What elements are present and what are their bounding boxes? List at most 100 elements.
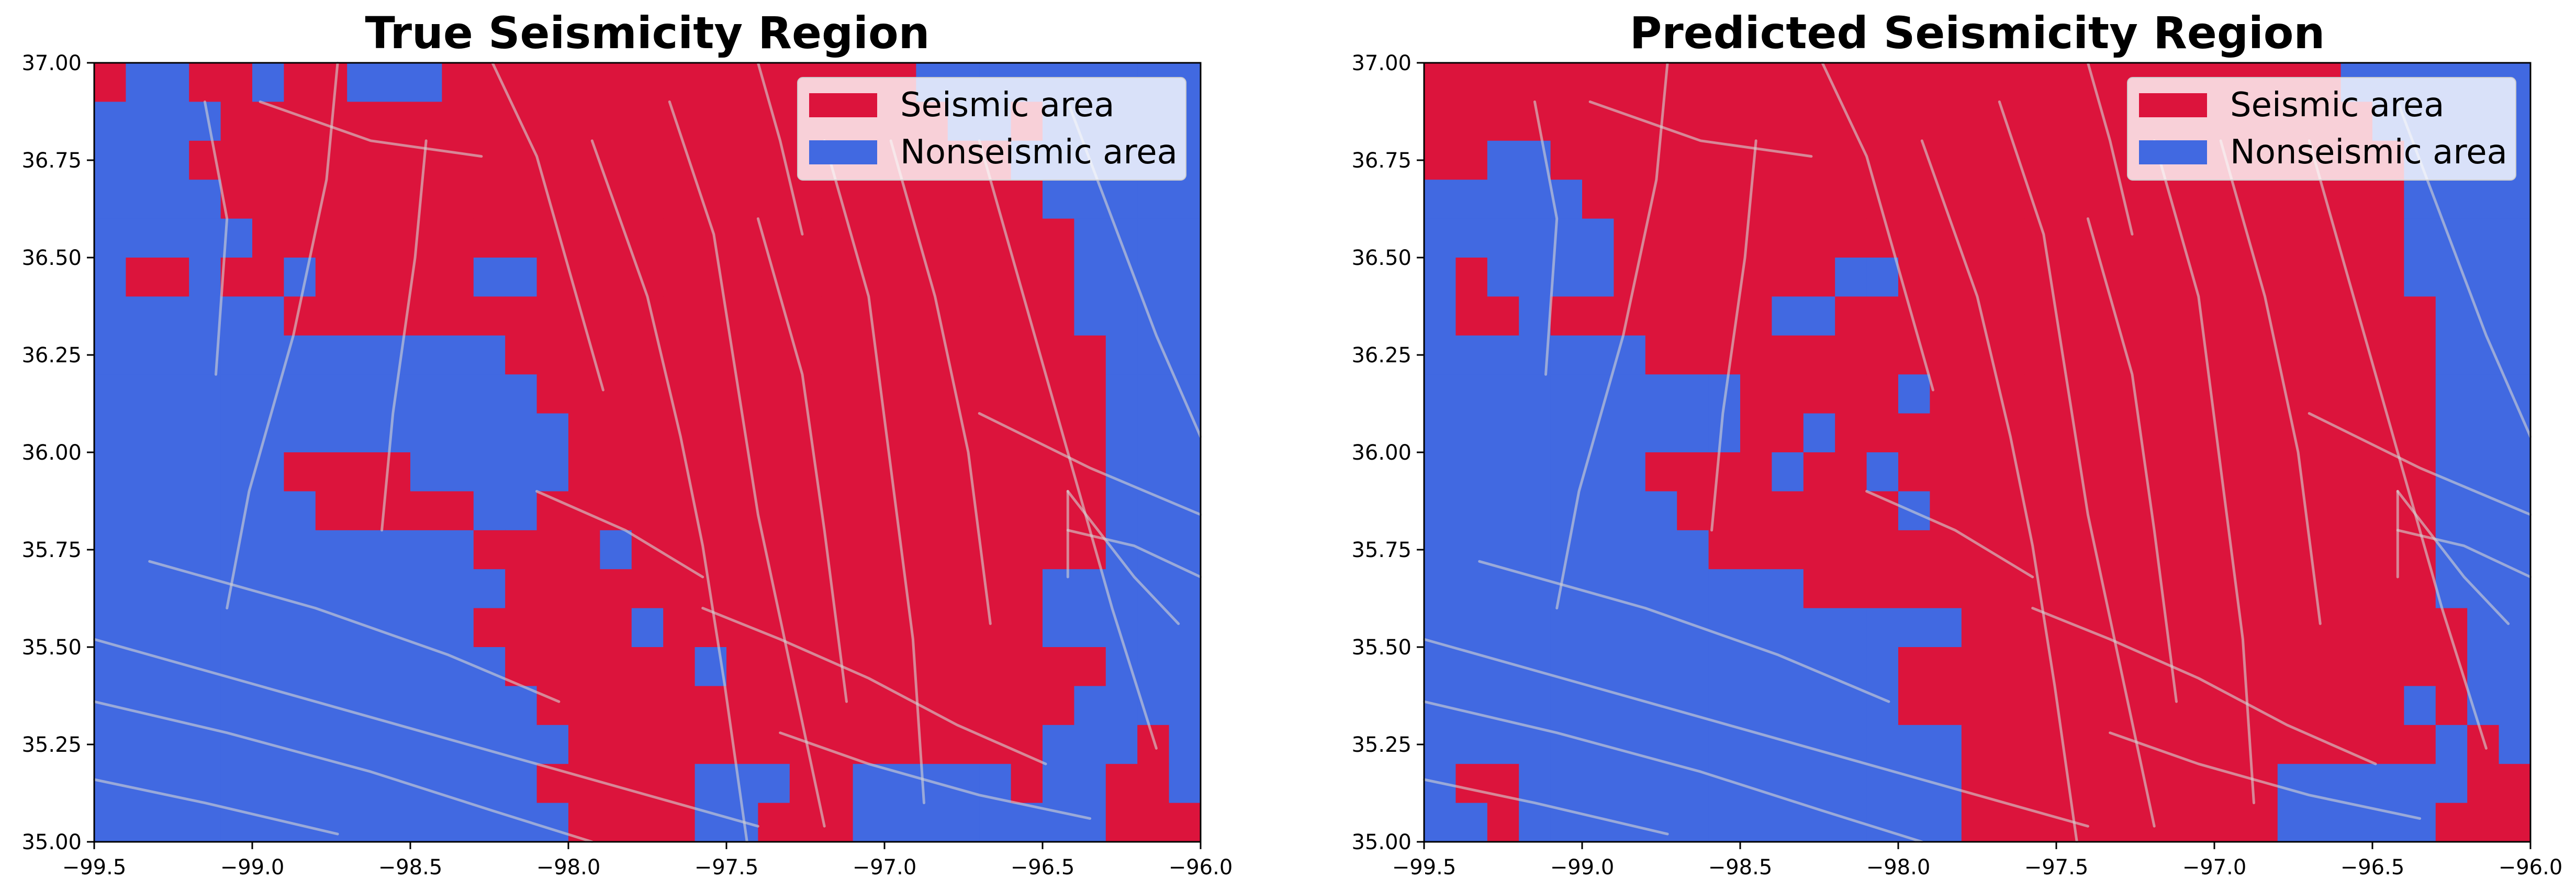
cell-nonseismic [1645,491,1677,531]
cell-seismic [2119,764,2152,804]
cell-seismic [2340,374,2373,414]
cell-nonseismic [410,335,442,375]
cell-seismic [1930,102,1962,141]
cell-nonseismic [1074,803,1106,842]
cell-seismic [536,569,569,609]
cell-seismic [1772,180,1804,219]
cell-nonseismic [1455,413,1488,453]
cell-seismic [1835,63,1867,102]
cell-nonseismic [2499,413,2531,453]
cell-seismic [1961,803,1993,842]
cell-seismic [2056,258,2088,297]
cell-seismic [1772,63,1804,102]
cell-seismic [1074,647,1106,686]
cell-seismic [1961,569,1993,609]
cell-seismic [853,686,885,726]
cell-nonseismic [1519,180,1551,219]
fault-line [668,100,826,828]
cell-seismic [663,725,696,764]
cell-seismic [631,218,664,258]
cell-nonseismic [410,413,442,453]
cell-seismic [695,180,727,219]
cell-seismic [2340,686,2373,726]
cell-nonseismic [1614,413,1646,453]
cell-seismic [1740,413,1772,453]
cell-nonseismic [1550,686,1583,726]
cell-seismic [1993,102,2025,141]
cell-seismic [1866,530,1899,570]
cell-seismic [947,258,980,297]
cell-seismic [853,725,885,764]
cell-seismic [695,608,727,648]
cell-seismic [1803,180,1835,219]
fault-line [1423,778,1669,836]
cell-nonseismic [1487,725,1519,764]
cell-nonseismic [2499,335,2531,375]
cell-nonseismic [1550,413,1583,453]
cell-seismic [568,569,600,609]
cell-seismic [536,296,569,336]
cell-seismic [2151,335,2183,375]
cell-nonseismic [94,140,126,180]
cell-nonseismic [347,530,379,570]
cell-nonseismic [126,180,158,219]
cell-seismic [1740,63,1772,102]
cell-nonseismic [1424,803,1456,842]
legend-box [797,77,1186,181]
cell-seismic [2499,803,2531,842]
cell-seismic [536,63,569,102]
cell-seismic [2246,218,2278,258]
cell-seismic [536,647,569,686]
cell-nonseismic [1105,686,1138,726]
cell-seismic [853,569,885,609]
fault-line [1588,100,1813,158]
cell-nonseismic [2467,452,2500,492]
cell-seismic [1137,725,1170,764]
cell-nonseismic [1074,180,1106,219]
heatmap-cells-predicted [1424,63,2531,842]
cell-nonseismic [1519,452,1551,492]
cell-seismic [695,686,727,726]
cell-nonseismic [2435,335,2468,375]
cell-nonseismic [284,374,316,414]
cell-seismic [631,102,664,141]
cell-seismic [2277,218,2310,258]
cell-seismic [536,102,569,141]
cell-nonseismic [1137,608,1170,648]
cell-seismic [789,803,822,842]
cell-nonseismic [189,608,221,648]
cell-seismic [916,335,948,375]
fault-line [978,412,1202,516]
cell-seismic [2088,335,2120,375]
cell-seismic [1803,102,1835,141]
x-tick-label: −99.0 [220,855,285,880]
cell-seismic [2372,258,2404,297]
cell-seismic [916,374,948,414]
cell-seismic [600,180,632,219]
cell-seismic [884,569,916,609]
cell-seismic [600,258,632,297]
cell-nonseismic [1614,530,1646,570]
cell-seismic [1550,140,1583,180]
cell-nonseismic [1043,180,1074,219]
cell-seismic [2246,608,2278,648]
cell-seismic [853,530,885,570]
cell-seismic [1866,335,1899,375]
cell-seismic [726,647,758,686]
cell-seismic [2340,413,2373,453]
cell-nonseismic [284,413,316,453]
cell-seismic [1993,335,2025,375]
cell-nonseismic [1455,569,1488,609]
cell-nonseismic [1455,180,1488,219]
cell-nonseismic [2340,764,2373,804]
cell-nonseismic [1582,608,1614,648]
cell-nonseismic [1740,608,1772,648]
cell-seismic [979,374,1012,414]
cell-nonseismic [1519,413,1551,453]
cell-nonseismic [473,374,506,414]
cell-seismic [663,569,696,609]
cell-seismic [663,63,696,102]
cell-seismic [758,335,790,375]
cell-seismic [1677,452,1709,492]
cell-seismic [2214,569,2246,609]
